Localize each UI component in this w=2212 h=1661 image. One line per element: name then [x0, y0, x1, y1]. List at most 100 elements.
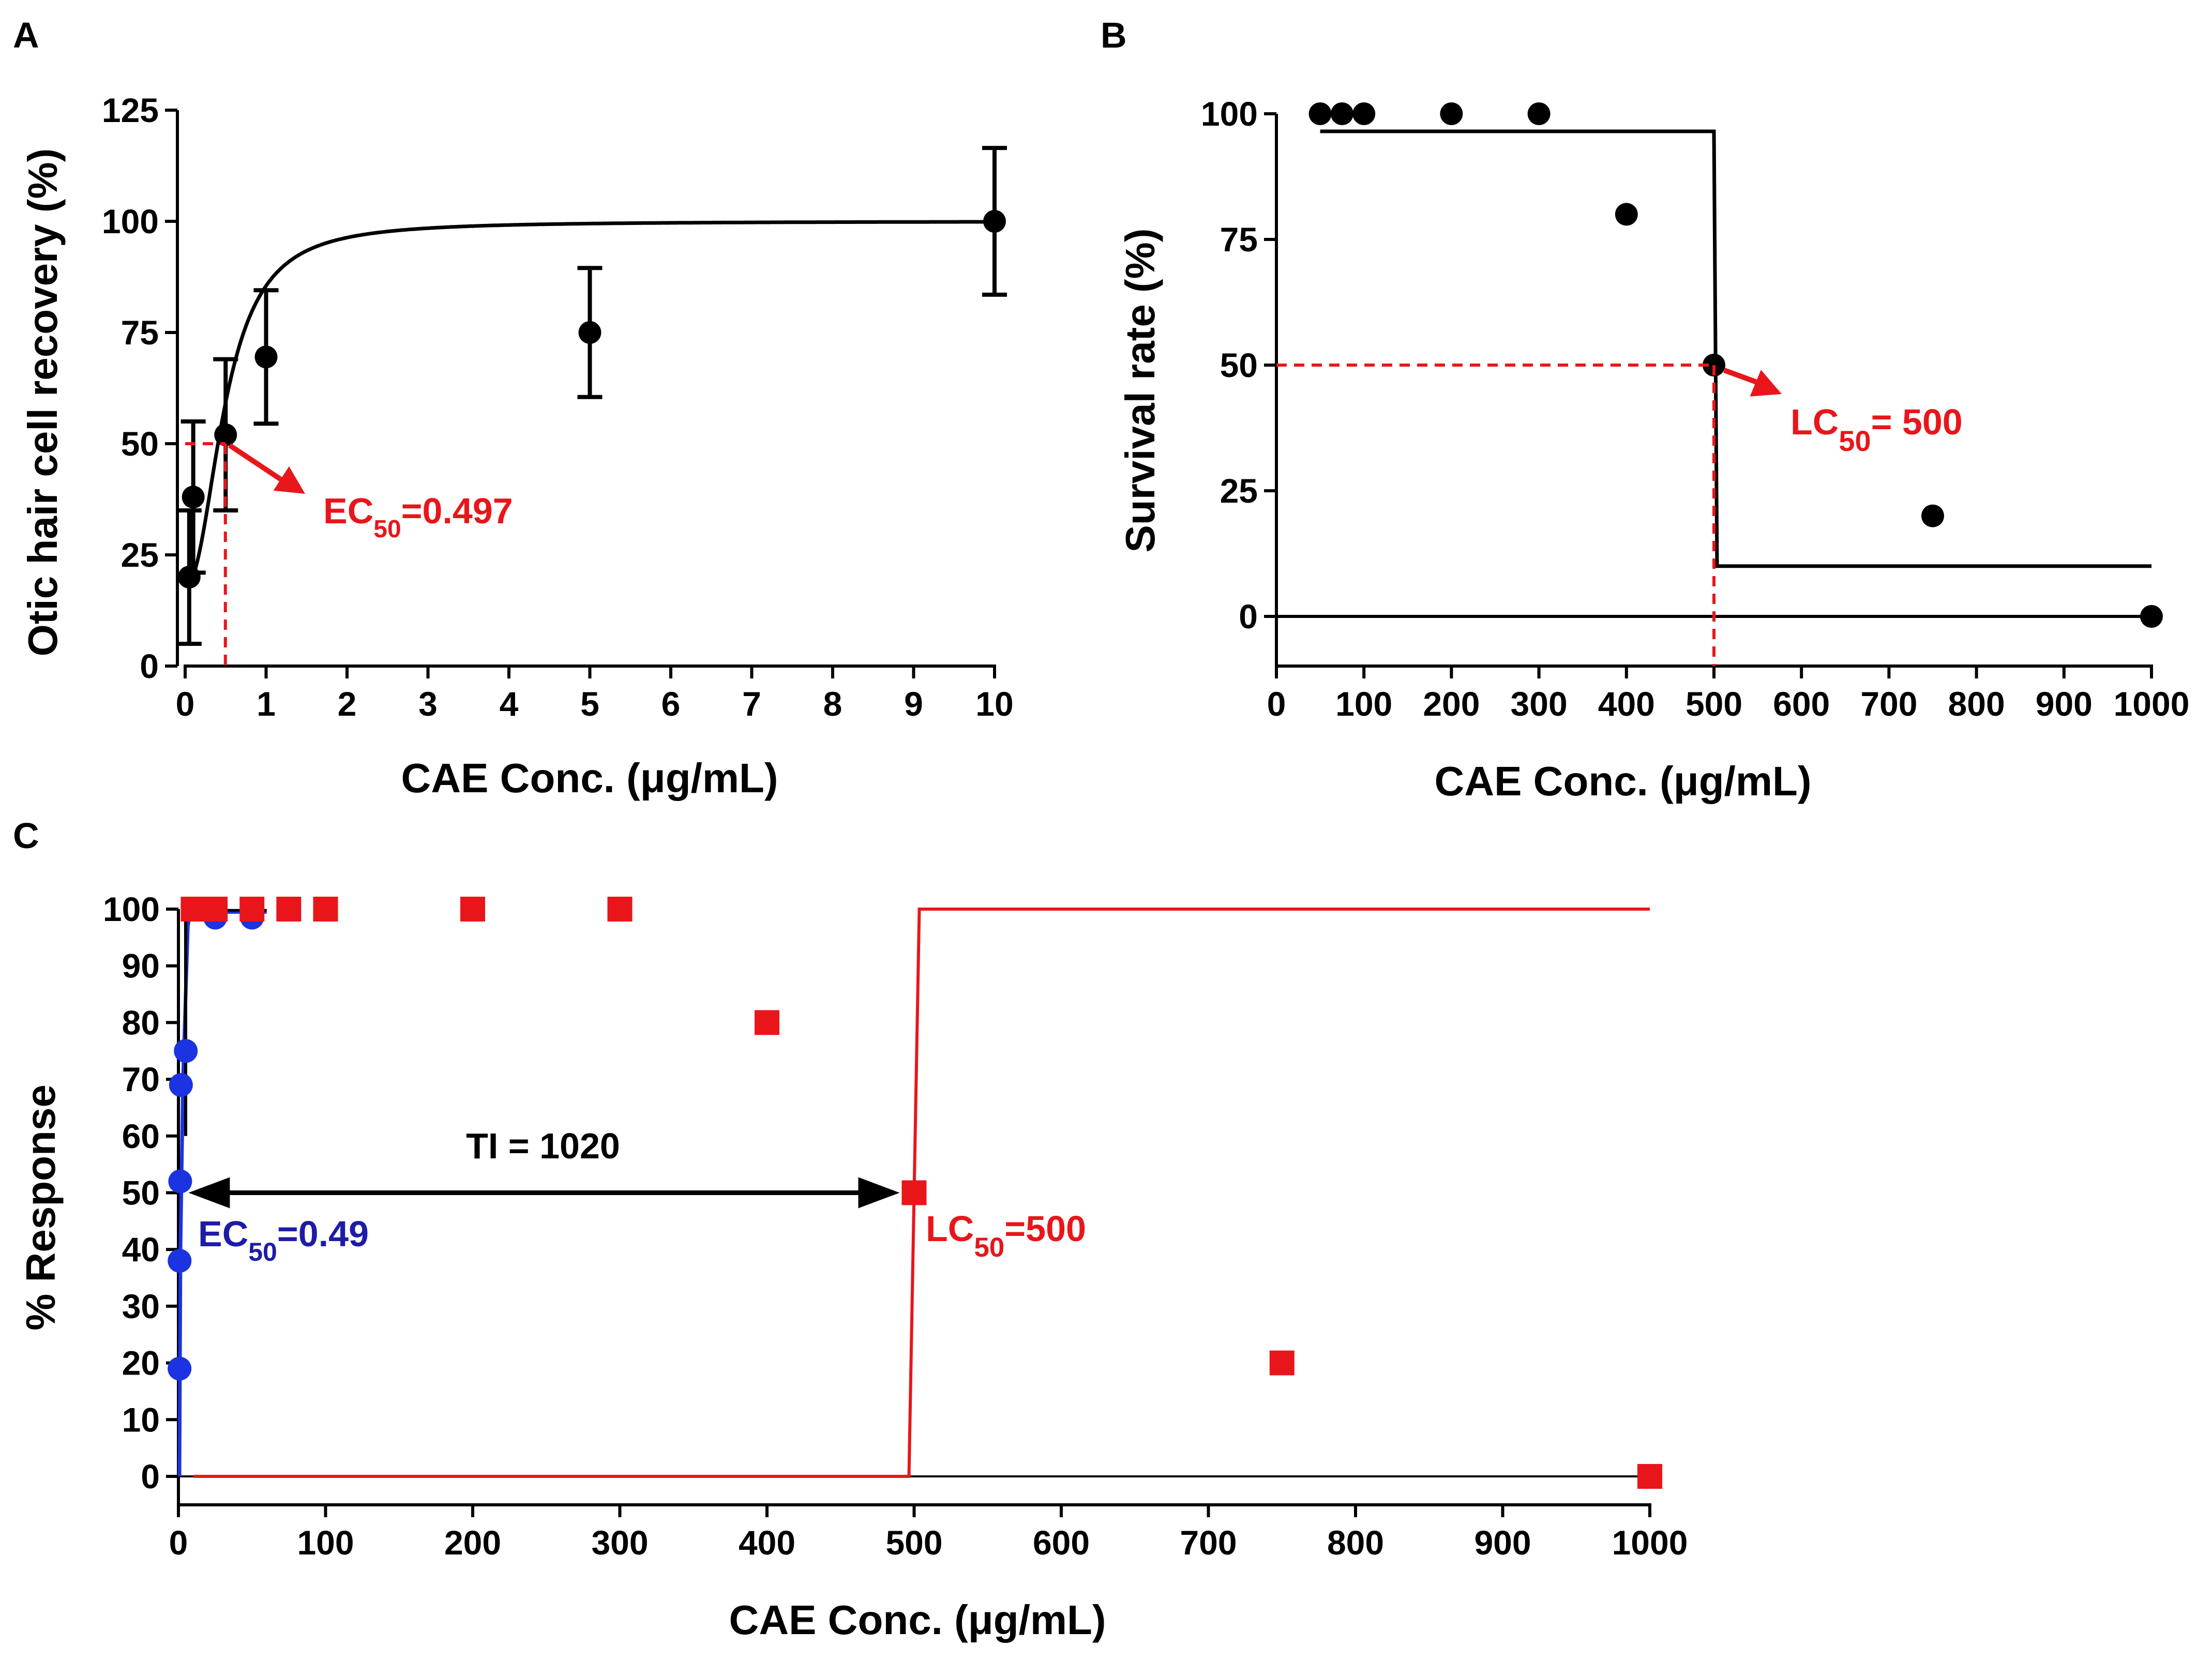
panel-c-y-axis-title: % Response — [18, 1084, 64, 1331]
panel-b-lc50-arrow — [1723, 368, 1762, 386]
panel-b-x-tick-label: 300 — [1511, 685, 1568, 723]
panel-b-y-tick-label: 50 — [1220, 346, 1258, 384]
panel-c-y-tick-label: 0 — [141, 1457, 160, 1496]
panel-a-y-tick-label: 125 — [102, 91, 159, 129]
panel-c-toxicity-point — [239, 897, 265, 922]
panel-a-x-tick-label: 2 — [338, 685, 357, 723]
panel-b-data-point — [1615, 203, 1638, 226]
panel-c-ti-arrowhead-right — [858, 1177, 900, 1209]
panel-b-chart: 0 100 200 300 400 500 600 700 800 900 1000 0 25 50 75 1… — [1117, 95, 2189, 804]
panel-a-data-point — [214, 423, 237, 446]
panel-b-x-tick-label: 700 — [1860, 685, 1917, 723]
panel-c-toxicity-point — [755, 1010, 779, 1035]
panel-b-x-axis-title: CAE Conc. (μg/mL) — [1435, 758, 1812, 804]
panel-c-y-tick-label: 60 — [122, 1117, 160, 1155]
panel-a-y-axis-title: Otic hair cell recovery (%) — [20, 148, 66, 657]
panel-c-x-axis-title: CAE Conc. (μg/mL) — [729, 1597, 1106, 1643]
panel-b-x-tick-label: 600 — [1773, 685, 1830, 723]
panel-c-efficacy-point — [168, 1169, 192, 1194]
panel-b-data-point — [1308, 102, 1332, 125]
panel-c-x-tick-label: 1000 — [1612, 1523, 1688, 1562]
panel-c-y-tick-label: 10 — [122, 1400, 160, 1439]
panel-c-chart: 0 100 200 300 400 500 600 700 800 900 1000 0 10 20 30 4… — [18, 890, 1688, 1643]
panel-b-fit — [1320, 129, 2151, 568]
panel-b-axes: 0 100 200 300 400 500 600 700 800 900 1000 0 25 50 75 1… — [1201, 95, 2190, 723]
panel-b-x-tick-label: 200 — [1423, 685, 1480, 723]
panel-b-y-tick-label: 75 — [1220, 220, 1258, 259]
panel-c-efficacy-point — [168, 1249, 192, 1273]
panel-c-y-tick-label: 70 — [122, 1060, 160, 1098]
panel-a-x-tick-label: 3 — [418, 685, 438, 723]
panel-b-y-tick-label: 0 — [1239, 597, 1258, 636]
panel-b-x-tick-label: 900 — [2036, 685, 2093, 723]
panel-c-ec50-label: EC50=0.49 — [198, 1214, 369, 1266]
panel-a-ec50-arrowhead — [273, 466, 305, 494]
panel-a-annotations: EC50=0.497 — [185, 442, 513, 666]
panel-b-data-point — [1527, 102, 1551, 125]
panel-a-x-tick-label: 7 — [742, 685, 761, 723]
panel-b-data-point — [1330, 102, 1353, 125]
panel-letter-c: C — [13, 816, 39, 856]
panel-a-data-point — [254, 345, 278, 369]
panel-b-data-point — [1440, 102, 1463, 125]
panel-c-annotations: TI = 1020 EC50=0.49 LC50=500 — [188, 1126, 1086, 1266]
panel-c-x-tick-label: 800 — [1327, 1523, 1384, 1562]
panel-c-toxicity-point — [313, 897, 338, 922]
panel-c-y-tick-label: 90 — [122, 947, 160, 985]
panel-c-efficacy-point — [169, 1073, 193, 1097]
panel-letter-b: B — [1101, 15, 1127, 55]
panel-c-y-tick-label: 100 — [103, 890, 160, 928]
panel-c-marks — [168, 897, 1662, 1489]
panel-b-y-tick-label: 25 — [1220, 472, 1258, 510]
panel-a-x-tick-label: 6 — [661, 685, 681, 723]
panel-c-toxicity-point — [607, 897, 633, 922]
panel-b-lc50-arrowhead — [1750, 370, 1782, 397]
panel-letter-a: A — [13, 15, 39, 55]
panel-c-x-tick-label: 300 — [591, 1523, 648, 1562]
panel-b-y-axis-title: Survival rate (%) — [1117, 229, 1163, 553]
panel-b-x-tick-label: 400 — [1598, 685, 1655, 723]
panel-b-x-tick-label: 1000 — [2114, 685, 2190, 723]
panel-a-y-tick-label: 50 — [121, 425, 159, 463]
panel-a-ec50-arrow — [228, 443, 287, 485]
panel-a-fit-line — [187, 220, 995, 585]
panel-b-lc50-label: LC50= 500 — [1790, 402, 1963, 457]
panel-c-lc50-label: LC50=500 — [926, 1209, 1086, 1263]
panel-b-x-tick-label: 0 — [1267, 685, 1286, 723]
panel-c-efficacy-point — [174, 1039, 198, 1063]
panel-c-toxicity-point — [460, 897, 485, 922]
panel-a-x-tick-label: 5 — [580, 685, 599, 723]
panel-a-y-tick-label: 100 — [102, 202, 159, 240]
panel-a-data-point — [983, 210, 1006, 233]
panel-c-x-tick-label: 500 — [885, 1523, 942, 1562]
panel-b-marks — [1308, 102, 2163, 628]
panel-a-x-tick-label: 10 — [975, 685, 1013, 723]
panel-c-x-tick-label: 400 — [739, 1523, 795, 1562]
panel-b-data-point — [2140, 605, 2163, 628]
panel-c-x-tick-label: 100 — [297, 1523, 354, 1562]
panel-a-y-tick-label: 75 — [121, 313, 159, 352]
panel-c-efficacy-point — [168, 1356, 192, 1381]
panel-a-fit — [187, 220, 995, 585]
panel-c-ti-arrowhead-left — [188, 1177, 230, 1209]
panel-c-toxicity-point — [203, 897, 228, 922]
panel-c-x-tick-label: 600 — [1033, 1523, 1090, 1562]
panel-c-toxicity-point — [1637, 1464, 1662, 1489]
panel-b-x-tick-label: 100 — [1335, 685, 1392, 723]
panel-a-data-point — [182, 486, 205, 509]
panel-c-y-tick-label: 50 — [122, 1174, 160, 1212]
panel-c-ti-label: TI = 1020 — [466, 1126, 620, 1166]
panel-c-y-tick-label: 20 — [122, 1344, 160, 1382]
panel-c-x-tick-label: 700 — [1180, 1523, 1237, 1562]
panel-c-toxicity-point — [1269, 1350, 1295, 1376]
panel-b-data-point — [1352, 102, 1376, 125]
panel-a-x-axis-title: CAE Conc. (μg/mL) — [401, 755, 778, 801]
panel-a-x-tick-label: 1 — [257, 685, 276, 723]
panel-a-data-point — [578, 321, 601, 344]
panel-a-x-tick-label: 4 — [500, 685, 519, 723]
panel-c-y-tick-label: 80 — [122, 1003, 160, 1041]
panel-a-ec50-label: EC50=0.497 — [323, 491, 513, 543]
